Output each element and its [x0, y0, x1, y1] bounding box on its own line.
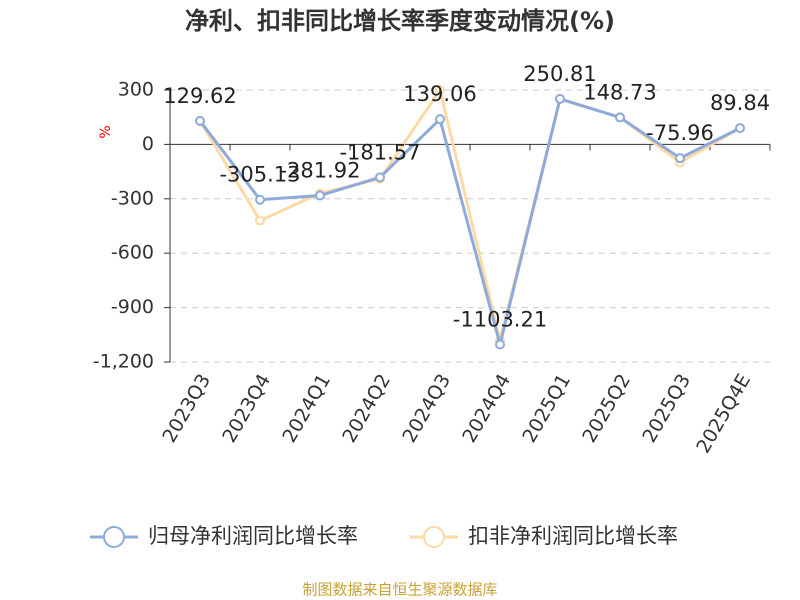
- point: [315, 190, 325, 201]
- point: [435, 85, 445, 95]
- point: [255, 194, 265, 205]
- point: [435, 114, 445, 125]
- x-tick-label: 2024Q2: [338, 370, 395, 446]
- y-tick-label: -600: [111, 242, 154, 264]
- legend-label: 扣非净利润同比增长率: [468, 524, 678, 548]
- source-note: 制图数据来自恒生聚源数据库: [302, 581, 497, 599]
- y-tick-label: -1,200: [93, 351, 154, 373]
- x-tick-label: 2025Q2: [578, 370, 635, 446]
- point: [375, 172, 385, 183]
- y-tick-label: 300: [118, 79, 154, 101]
- data-label: -305.13: [219, 163, 300, 187]
- x-tick-label: 2025Q1: [518, 370, 575, 446]
- x-tick-label: 2025Q4E: [692, 370, 755, 457]
- point: [255, 215, 265, 226]
- x-tick-label: 2024Q3: [398, 370, 455, 446]
- x-tick-label: 2025Q3: [638, 370, 695, 446]
- x-tick-label: 2024Q4: [458, 370, 515, 446]
- data-label: 148.73: [583, 80, 656, 104]
- data-label: -75.96: [646, 121, 714, 145]
- data-label: 250.81: [523, 62, 596, 86]
- y-tick-label: 0: [142, 133, 154, 155]
- legend-marker: [423, 526, 445, 548]
- data-label: 89.84: [710, 91, 770, 115]
- series-line: [198, 86, 741, 341]
- data-label: -181.57: [339, 140, 420, 164]
- point: [195, 115, 205, 126]
- data-label: 129.62: [163, 84, 236, 108]
- series-line: [198, 97, 741, 345]
- data-label: -281.92: [279, 159, 360, 183]
- x-tick-label: 2023Q4: [218, 370, 275, 446]
- point: [555, 93, 565, 104]
- data-label: -1103.21: [453, 307, 547, 331]
- point: [675, 153, 685, 164]
- point: [495, 339, 505, 350]
- y-axis-label: %: [98, 125, 114, 138]
- y-tick-label: -300: [111, 187, 154, 209]
- legend-marker: [103, 526, 125, 548]
- x-tick-label: 2023Q3: [158, 370, 215, 446]
- x-tick-label: 2024Q1: [278, 370, 335, 446]
- point: [615, 112, 625, 123]
- chart-title: 净利、扣非同比增长率季度变动情况(%): [185, 7, 615, 35]
- data-label: 139.06: [403, 82, 476, 106]
- legend-label: 归母净利润同比增长率: [148, 524, 358, 548]
- y-tick-label: -900: [111, 296, 154, 318]
- point: [735, 123, 745, 134]
